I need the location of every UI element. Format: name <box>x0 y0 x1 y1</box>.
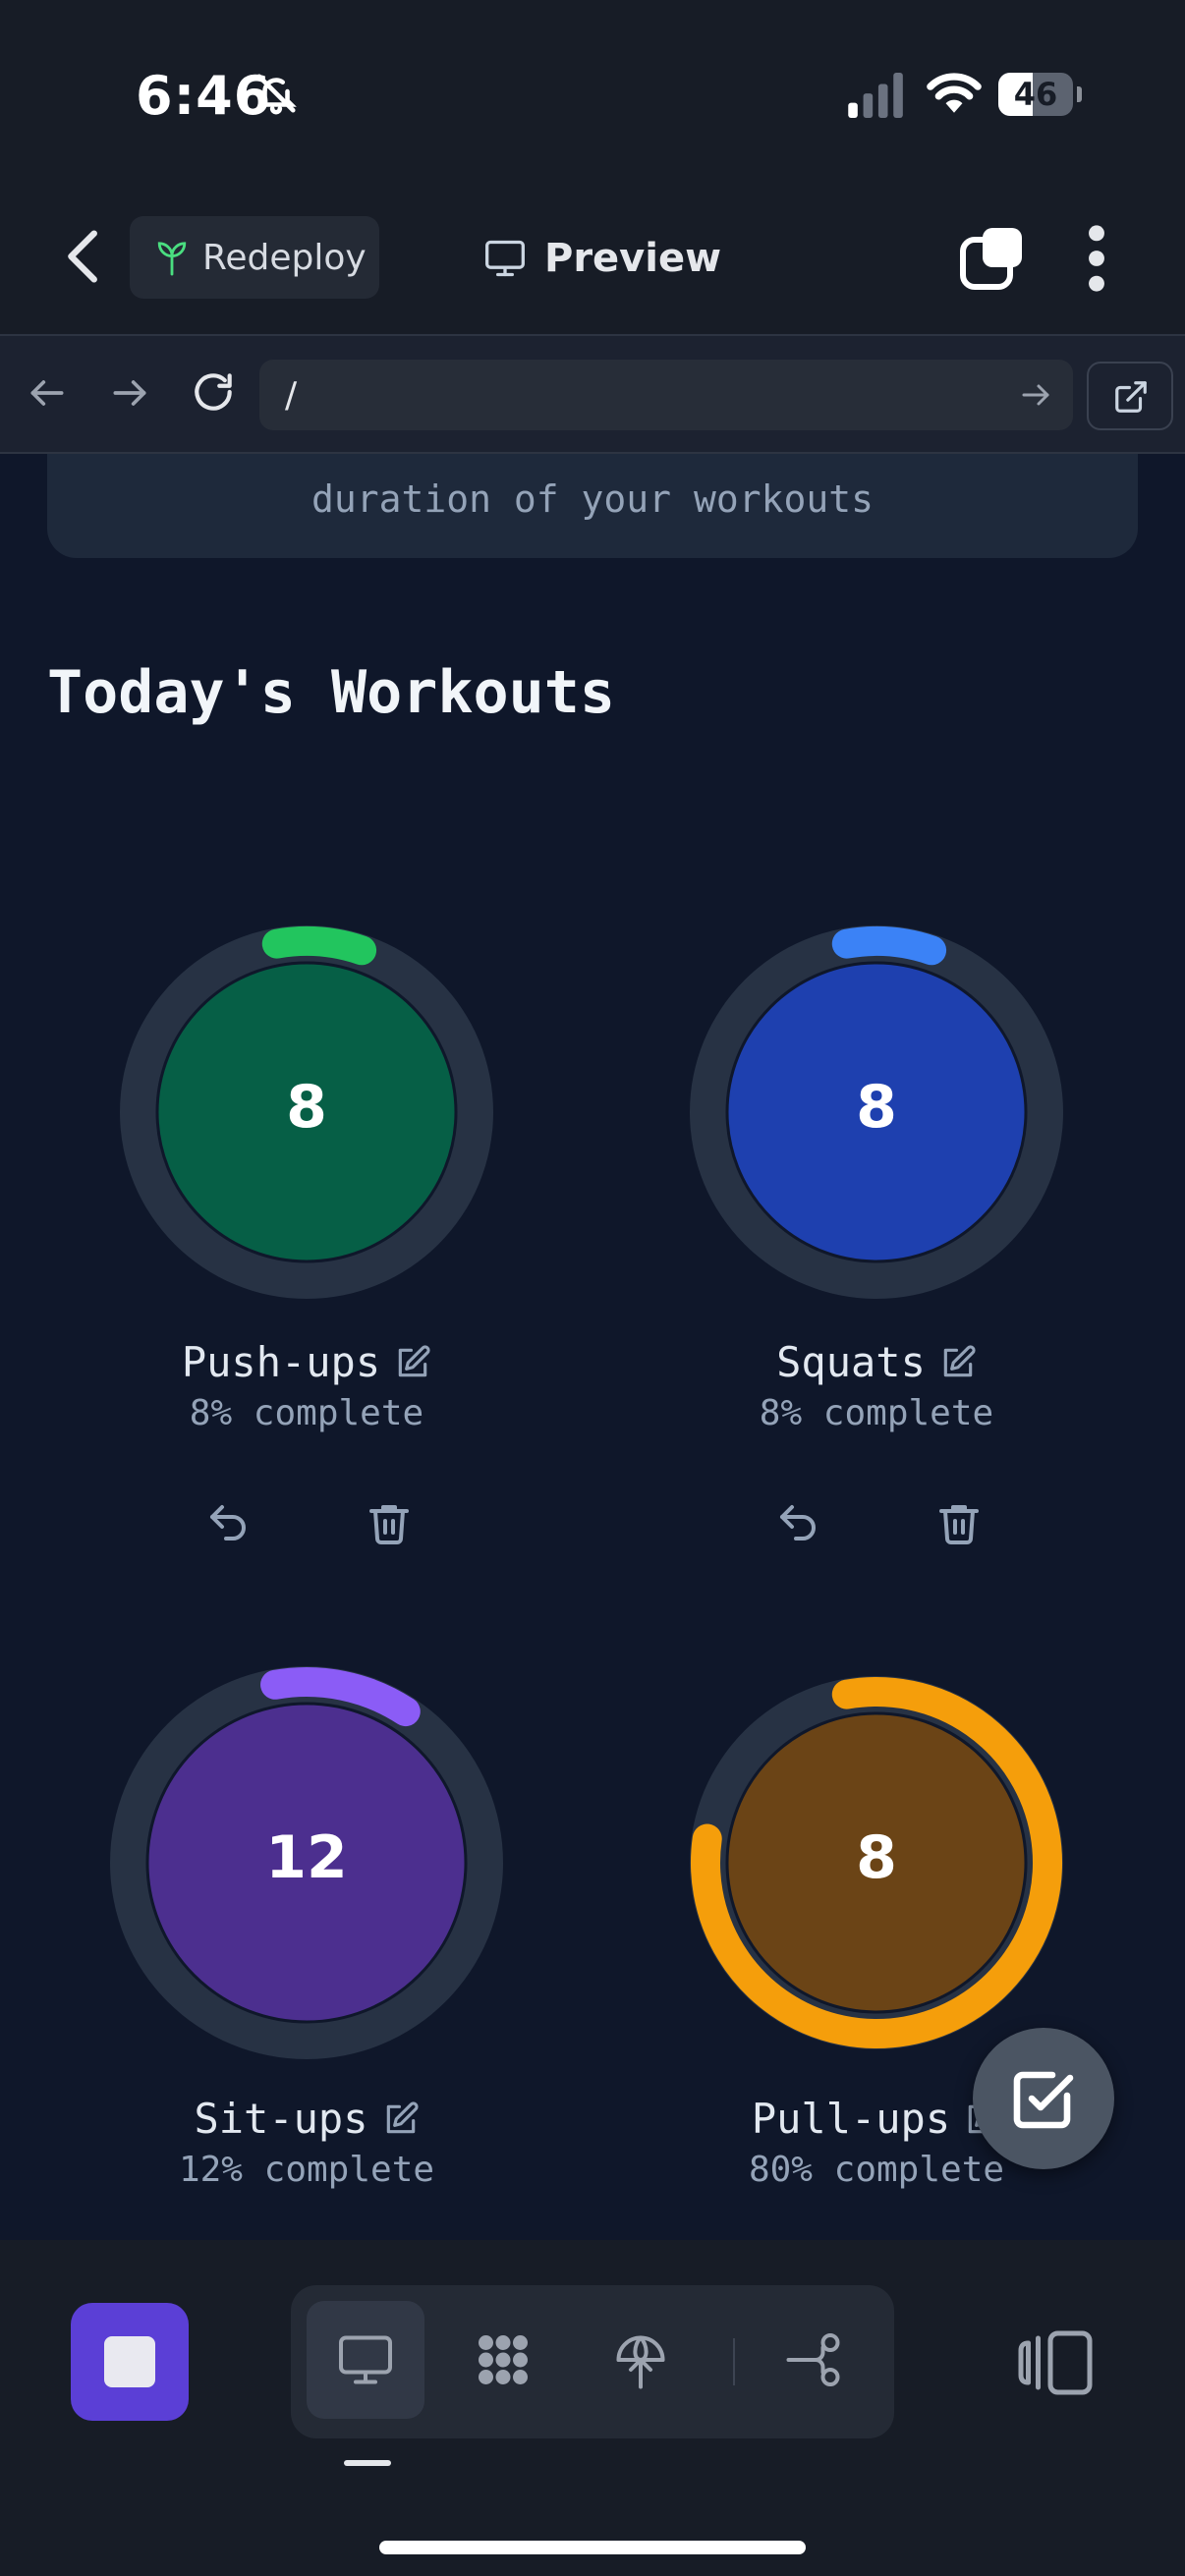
stop-button[interactable] <box>71 2303 189 2421</box>
open-external-button[interactable] <box>1087 362 1173 430</box>
progress-arc <box>121 926 492 1298</box>
more-vertical-icon[interactable] <box>1081 224 1112 293</box>
workout-name: Squats <box>776 1338 926 1386</box>
bell-off-icon <box>256 74 297 115</box>
preview-label: Preview <box>544 236 722 281</box>
deploy-globe-icon <box>616 2335 665 2389</box>
redeploy-button[interactable]: Redeploy <box>130 216 379 299</box>
arrow-left-icon[interactable] <box>26 371 69 415</box>
progress-ring[interactable] <box>670 1656 1083 2069</box>
share-view-button[interactable] <box>757 2301 875 2419</box>
workout-title-row: Push-ups <box>100 1338 513 1386</box>
workout-title-row: Sit-ups <box>100 2095 513 2143</box>
workout-status: 8% complete <box>759 1393 994 1433</box>
preview-tab[interactable]: Preview <box>483 222 721 295</box>
segment-divider <box>733 2338 735 2385</box>
cell-signal-icon <box>848 73 903 118</box>
section-title: Today's Workouts <box>47 658 615 727</box>
preview-view-button[interactable] <box>307 2301 424 2419</box>
go-arrow-icon[interactable] <box>1018 377 1053 413</box>
trash-icon[interactable] <box>935 1499 983 1546</box>
status-time: 6:46 <box>136 65 272 127</box>
ring-center <box>155 961 458 1263</box>
workout-card-sit-ups: 12 Sit-ups 12% complete <box>100 1656 513 2207</box>
workout-count: 8 <box>856 1073 897 1142</box>
info-card-text: duration of your workouts <box>311 477 874 521</box>
deploy-view-button[interactable] <box>582 2301 700 2419</box>
workout-card-push-ups: 8 Push-ups 8% complete <box>100 906 513 1544</box>
tabs-icon[interactable] <box>959 224 1026 291</box>
battery-indicator: 46 <box>998 73 1082 116</box>
ring-center <box>145 1702 468 2024</box>
check-fab-button[interactable] <box>973 2028 1114 2169</box>
workout-name: Push-ups <box>181 1338 381 1386</box>
workout-title-row: Squats <box>670 1338 1083 1386</box>
progress-ring[interactable] <box>100 1656 513 2069</box>
back-chevron-icon[interactable] <box>51 222 120 291</box>
progress-arc <box>111 1667 502 2058</box>
workout-status: 8% complete <box>189 1393 424 1433</box>
top-bar: 6:46 46 Redeploy <box>0 0 1185 334</box>
redeploy-label: Redeploy <box>202 237 367 278</box>
ring-center <box>725 1711 1028 2014</box>
progress-ring[interactable] <box>100 906 513 1318</box>
check-square-icon <box>1013 2071 1074 2129</box>
external-link-icon <box>1115 381 1147 413</box>
info-card: duration of your workouts <box>47 454 1138 558</box>
share-nodes-icon <box>786 2333 840 2386</box>
workout-card-pull-ups: 8 Pull-ups 80% complete <box>670 1656 1083 2207</box>
workout-count: 8 <box>856 1823 897 1892</box>
view-switcher <box>291 2285 894 2438</box>
app-content: duration of your workouts Today's Workou… <box>0 454 1185 2240</box>
code-view-button[interactable] <box>444 2301 562 2419</box>
home-indicator <box>379 2541 806 2554</box>
workout-name: Pull-ups <box>751 2095 951 2143</box>
progress-arc <box>691 926 1062 1298</box>
sprout-icon <box>157 242 187 276</box>
reload-icon[interactable] <box>189 367 238 417</box>
workout-status: 12% complete <box>178 2150 435 2190</box>
workout-status: 80% complete <box>748 2150 1005 2190</box>
workout-count: 8 <box>286 1073 327 1142</box>
progress-ring[interactable] <box>670 906 1083 1318</box>
workout-card-squats: 8 Squats 8% complete <box>670 906 1083 1544</box>
edit-icon[interactable] <box>382 2100 420 2138</box>
active-tab-indicator <box>344 2460 391 2466</box>
bottom-toolbar <box>0 2240 1185 2576</box>
trash-icon[interactable] <box>366 1499 413 1546</box>
workout-name: Sit-ups <box>194 2095 368 2143</box>
battery-percent: 46 <box>1013 76 1058 113</box>
sidebar-panel-icon[interactable] <box>1016 2328 1095 2397</box>
url-input[interactable] <box>259 360 1073 430</box>
url-bar <box>0 334 1185 454</box>
edit-icon[interactable] <box>394 1344 431 1381</box>
stop-square-icon <box>104 2336 155 2387</box>
workout-count: 12 <box>265 1823 348 1892</box>
dots-grid-icon <box>479 2335 528 2384</box>
edit-icon[interactable] <box>939 1344 977 1381</box>
monitor-icon <box>339 2335 392 2384</box>
ring-center <box>725 961 1028 1263</box>
wifi-icon <box>927 73 982 113</box>
undo-icon[interactable] <box>204 1499 252 1546</box>
arrow-right-icon[interactable] <box>108 371 151 415</box>
monitor-icon <box>485 240 525 277</box>
undo-icon[interactable] <box>774 1499 821 1546</box>
progress-arc <box>691 1677 1062 2048</box>
workout-title-row: Pull-ups <box>670 2095 1083 2143</box>
